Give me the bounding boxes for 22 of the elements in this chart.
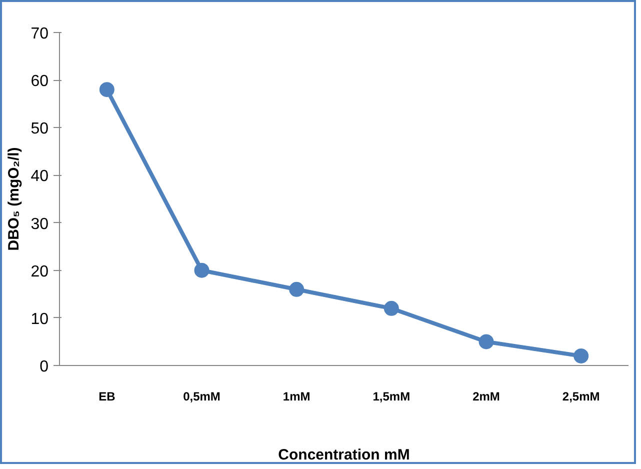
point: [478, 334, 494, 350]
y-tick-label: 70: [30, 26, 49, 42]
point: [99, 82, 114, 98]
y-axis-title: DBO₅ (mgO₂/l): [6, 147, 23, 251]
y-tick-label: 0: [40, 358, 49, 376]
y-tick-label: 30: [30, 216, 49, 233]
point: [289, 282, 304, 297]
point: [384, 300, 399, 316]
point: [574, 348, 589, 364]
y-tick-label: 20: [30, 263, 49, 280]
y-tick-label: 60: [30, 73, 49, 90]
x-tick-label: 2,5mM: [562, 390, 600, 404]
x-tick-label: 2mM: [472, 390, 500, 404]
x-tick-label: EB: [98, 390, 116, 404]
x-tick-label: 1mM: [282, 390, 310, 404]
x-tick-label: 0,5mM: [183, 390, 220, 404]
point: [194, 262, 210, 278]
y-tick-label: 50: [30, 120, 49, 138]
x-axis-title: Concentration mM: [278, 446, 410, 464]
x-tick-label: 1,5mM: [372, 390, 410, 404]
y-tick-label: 40: [30, 168, 49, 186]
y-tick-label: 10: [30, 310, 49, 328]
